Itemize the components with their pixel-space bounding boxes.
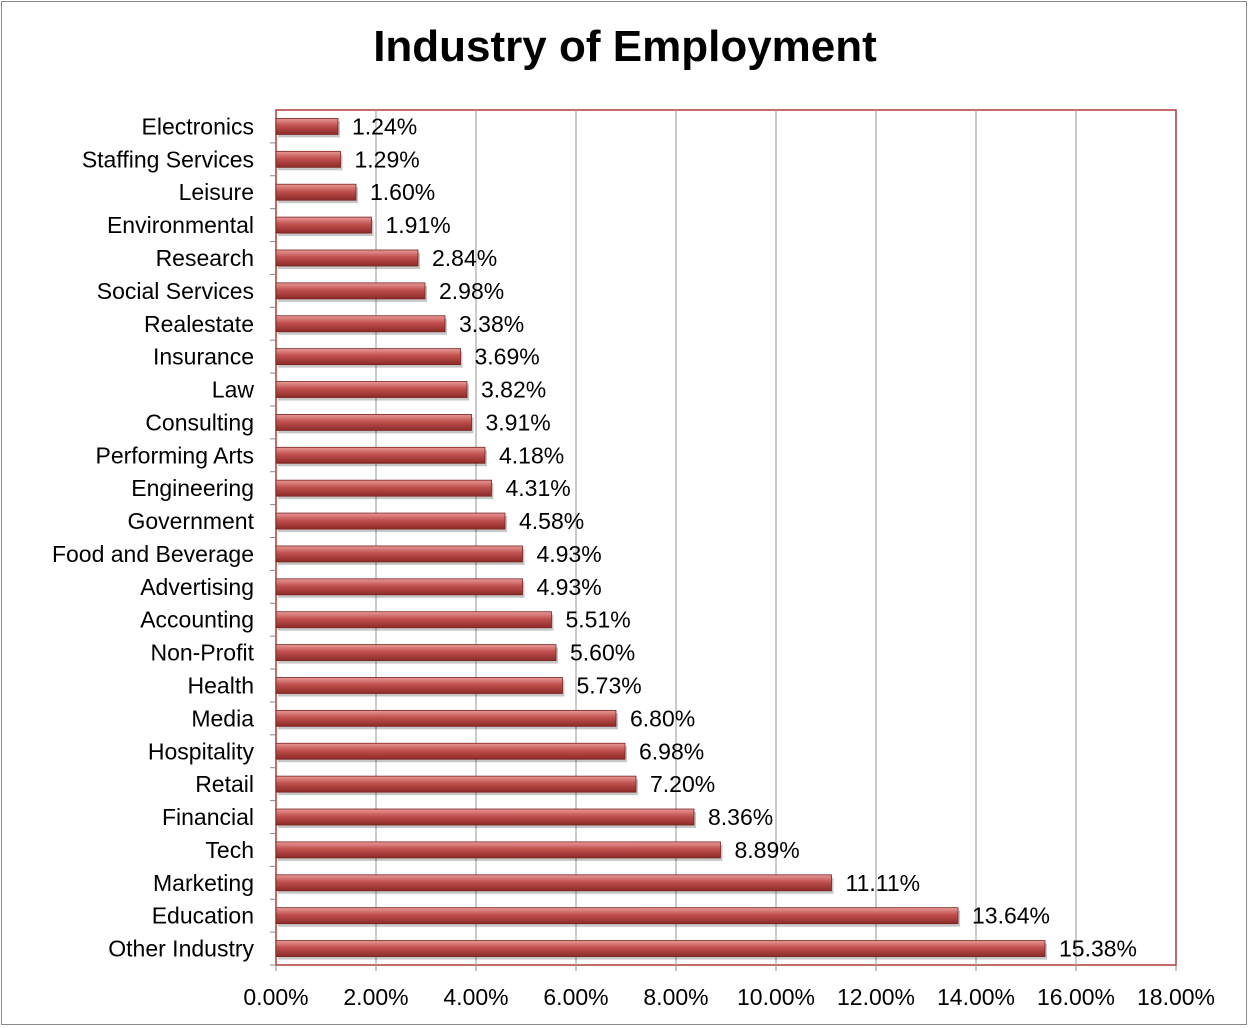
bar <box>275 775 637 793</box>
data-label: 1.91% <box>386 212 451 238</box>
bar <box>275 874 832 892</box>
category-label: Accounting <box>140 607 254 633</box>
bar <box>275 348 461 366</box>
category-label: Advertising <box>140 574 254 600</box>
category-label: Marketing <box>153 870 254 896</box>
bars <box>275 118 1047 960</box>
plot-area-border <box>275 109 1177 966</box>
bar <box>275 282 426 300</box>
bar <box>275 150 341 168</box>
x-tick-label: 14.00% <box>937 984 1015 1010</box>
category-label: Retail <box>195 771 254 797</box>
bar <box>275 808 695 826</box>
data-label: 4.93% <box>537 541 602 567</box>
data-label: 11.11% <box>846 870 921 896</box>
chart-title: Industry of Employment <box>373 22 877 71</box>
data-label: 13.64% <box>972 903 1050 929</box>
category-label: Health <box>188 672 254 698</box>
category-label: Electronics <box>142 113 254 139</box>
data-label: 5.73% <box>577 672 642 698</box>
x-tick-label: 18.00% <box>1137 984 1215 1010</box>
data-label: 4.58% <box>519 508 584 534</box>
category-label: Social Services <box>97 278 254 304</box>
data-label: 8.89% <box>735 837 800 863</box>
bar <box>275 118 339 135</box>
bar <box>275 381 468 398</box>
data-label: 7.20% <box>650 771 715 797</box>
bar <box>275 479 492 497</box>
category-label: Insurance <box>153 344 254 370</box>
bar <box>275 414 472 431</box>
category-label: Non-Profit <box>150 640 254 666</box>
category-label: Food and Beverage <box>52 541 254 567</box>
data-label: 6.98% <box>639 738 704 764</box>
x-tick-label: 10.00% <box>737 984 815 1010</box>
bar <box>275 677 563 694</box>
data-label: 5.60% <box>570 640 635 666</box>
category-label: Government <box>127 508 254 534</box>
category-label: Realestate <box>144 311 254 337</box>
bar <box>275 742 626 760</box>
data-label: 8.36% <box>708 804 773 830</box>
bar <box>275 611 552 629</box>
x-tick-label: 12.00% <box>837 984 915 1010</box>
data-label: 2.84% <box>432 245 497 271</box>
labels: 0.00% 2.00% 4.00% 6.00% 8.00% 10.00% 12.00% 14.… <box>52 113 1215 1010</box>
data-label: 4.18% <box>499 442 564 468</box>
data-label: 3.38% <box>459 311 524 337</box>
data-label: 5.51% <box>566 607 631 633</box>
category-label: Financial <box>162 804 254 830</box>
bar <box>275 183 357 201</box>
data-label: 15.38% <box>1059 936 1137 962</box>
x-tick-label: 2.00% <box>343 984 408 1010</box>
category-label: Other Industry <box>108 936 254 962</box>
data-label: 1.60% <box>370 179 435 205</box>
data-label: 4.93% <box>537 574 602 600</box>
data-label: 1.24% <box>352 113 417 139</box>
category-label: Consulting <box>145 409 254 435</box>
bar <box>275 446 486 464</box>
category-label: Environmental <box>107 212 254 238</box>
bar <box>275 216 372 234</box>
data-label: 3.82% <box>481 377 546 403</box>
data-label: 3.91% <box>486 409 551 435</box>
bar <box>275 907 959 925</box>
category-label: Research <box>156 245 254 271</box>
category-label: Law <box>212 377 255 403</box>
bar <box>275 709 617 727</box>
bar <box>275 249 419 267</box>
bar <box>275 644 557 661</box>
bar <box>275 315 446 333</box>
bar <box>275 841 721 859</box>
x-tick-label: 16.00% <box>1037 984 1115 1010</box>
data-label: 4.31% <box>506 475 571 501</box>
category-label: Leisure <box>179 179 254 205</box>
x-tick-label: 6.00% <box>543 984 608 1010</box>
bar <box>275 578 523 596</box>
x-tick-label: 4.00% <box>443 984 508 1010</box>
bar <box>275 512 506 530</box>
category-label: Performing Arts <box>96 442 255 468</box>
category-label: Media <box>191 705 254 731</box>
x-tick-label: 8.00% <box>643 984 708 1010</box>
data-label: 6.80% <box>630 705 695 731</box>
data-label: 2.98% <box>439 278 504 304</box>
data-label: 1.29% <box>355 146 420 172</box>
x-tick-label: 0.00% <box>243 984 308 1010</box>
category-label: Tech <box>205 837 254 863</box>
category-label: Education <box>152 903 254 929</box>
category-label: Engineering <box>131 475 254 501</box>
category-label: Hospitality <box>148 738 255 764</box>
category-label: Staffing Services <box>82 146 254 172</box>
bar <box>275 940 1046 957</box>
data-label: 3.69% <box>475 344 540 370</box>
bar <box>275 545 523 563</box>
